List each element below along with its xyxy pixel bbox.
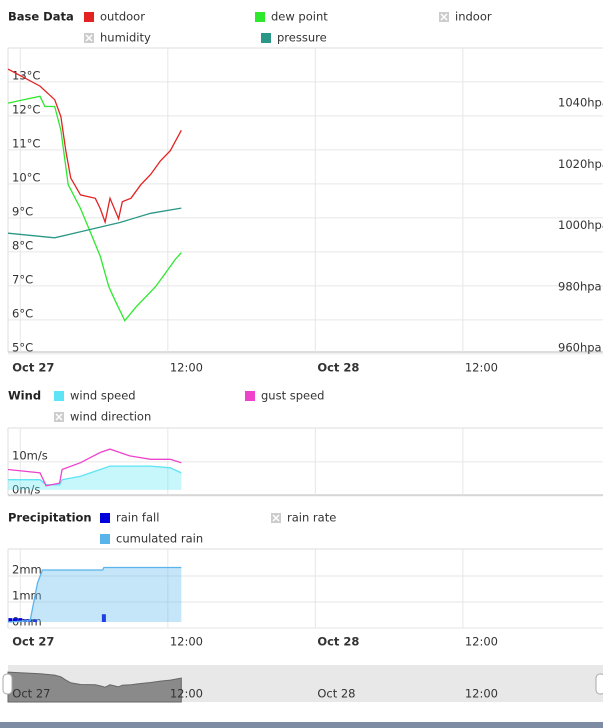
y2-tick-label: 960hpa (558, 341, 602, 355)
y2-tick-label: 1040hpa (558, 96, 603, 110)
legend-label: wind speed (70, 389, 136, 403)
series-line (7, 95, 182, 322)
navigator-area (7, 671, 182, 703)
y2-tick-label: 980hpa (558, 279, 602, 293)
legend-item[interactable]: gust speed (245, 389, 325, 403)
legend-item[interactable]: dew point (255, 10, 328, 24)
legend-swatch-cross (85, 34, 93, 42)
navigator-label: Oct 28 (317, 687, 355, 701)
series-area (8, 567, 182, 623)
legend-label: wind direction (70, 410, 151, 424)
rain-bar (18, 618, 23, 623)
series-line (7, 207, 182, 239)
x-tick-label: 12:00 (465, 361, 498, 375)
y-tick-label: 10m/s (12, 448, 48, 462)
y-tick-label: 2mm (12, 563, 42, 577)
legend-swatch (100, 513, 110, 523)
navigator-label: Oct 27 (12, 687, 50, 701)
rain-bar (33, 619, 38, 623)
legend-item[interactable]: humidity (84, 31, 151, 45)
navigator-handle-left[interactable] (2, 673, 13, 695)
y-tick-label: 8°C (12, 238, 33, 252)
y-tick-label: 13°C (12, 68, 40, 82)
legend-swatch-cross (55, 413, 63, 421)
legend-label: gust speed (261, 389, 325, 403)
y-tick-label: 9°C (12, 204, 33, 218)
series-line (7, 68, 182, 225)
y-tick-label: 0m/s (12, 482, 40, 496)
legend-swatch (245, 391, 255, 401)
navigator-handle-right[interactable] (595, 673, 603, 695)
legend-label: outdoor (100, 10, 145, 24)
legend-item[interactable]: rain fall (100, 511, 159, 525)
chart-title: Precipitation (8, 511, 92, 525)
legend-label: rain rate (287, 511, 336, 525)
legend-label: cumulated rain (116, 532, 203, 546)
chart-title: Wind (8, 389, 41, 403)
legend-swatch (255, 12, 265, 22)
x-tick-label: 12:00 (465, 635, 498, 649)
legend-label: dew point (271, 10, 328, 24)
y-tick-label: 6°C (12, 306, 33, 320)
rain-bar (8, 618, 13, 623)
navigator-label: 12:00 (170, 687, 203, 701)
legend-item[interactable]: pressure (261, 31, 327, 45)
legend-item[interactable]: rain rate (271, 511, 336, 525)
x-tick-label: Oct 28 (317, 635, 359, 649)
bottom-bar (0, 722, 603, 728)
y2-tick-label: 1020hpa (558, 157, 603, 171)
legend-item[interactable]: cumulated rain (100, 532, 203, 546)
series-line (7, 566, 182, 623)
y-tick-label: 5°C (12, 340, 33, 354)
x-tick-label: Oct 27 (12, 361, 54, 375)
legend-item[interactable]: wind direction (54, 410, 151, 424)
legend-swatch (261, 33, 271, 43)
legend-label: indoor (455, 10, 492, 24)
x-tick-label: Oct 28 (317, 361, 359, 375)
x-tick-label: 12:00 (170, 361, 203, 375)
legend-item[interactable]: wind speed (54, 389, 136, 403)
chart-title: Base Data (8, 10, 74, 24)
rain-bar (101, 614, 106, 623)
series-line (7, 448, 182, 487)
y2-tick-label: 1000hpa (558, 218, 603, 232)
legend-label: pressure (277, 31, 327, 45)
x-tick-label: 12:00 (170, 635, 203, 649)
y-tick-label: 11°C (12, 136, 40, 150)
navigator-label: 12:00 (465, 687, 498, 701)
rain-bar (13, 618, 18, 623)
x-tick-label: Oct 27 (12, 635, 54, 649)
legend-swatch-cross (272, 514, 280, 522)
legend-item[interactable]: outdoor (84, 10, 145, 24)
legend-swatch (100, 534, 110, 544)
y-tick-label: 7°C (12, 272, 33, 286)
legend-swatch (54, 391, 64, 401)
y-tick-label: 12°C (12, 102, 40, 116)
series-area (8, 466, 182, 490)
legend-swatch (84, 12, 94, 22)
legend-label: rain fall (116, 511, 159, 525)
legend-swatch-cross (440, 13, 448, 21)
legend-item[interactable]: indoor (439, 10, 492, 24)
y-tick-label: 10°C (12, 170, 40, 184)
legend-label: humidity (100, 31, 151, 45)
